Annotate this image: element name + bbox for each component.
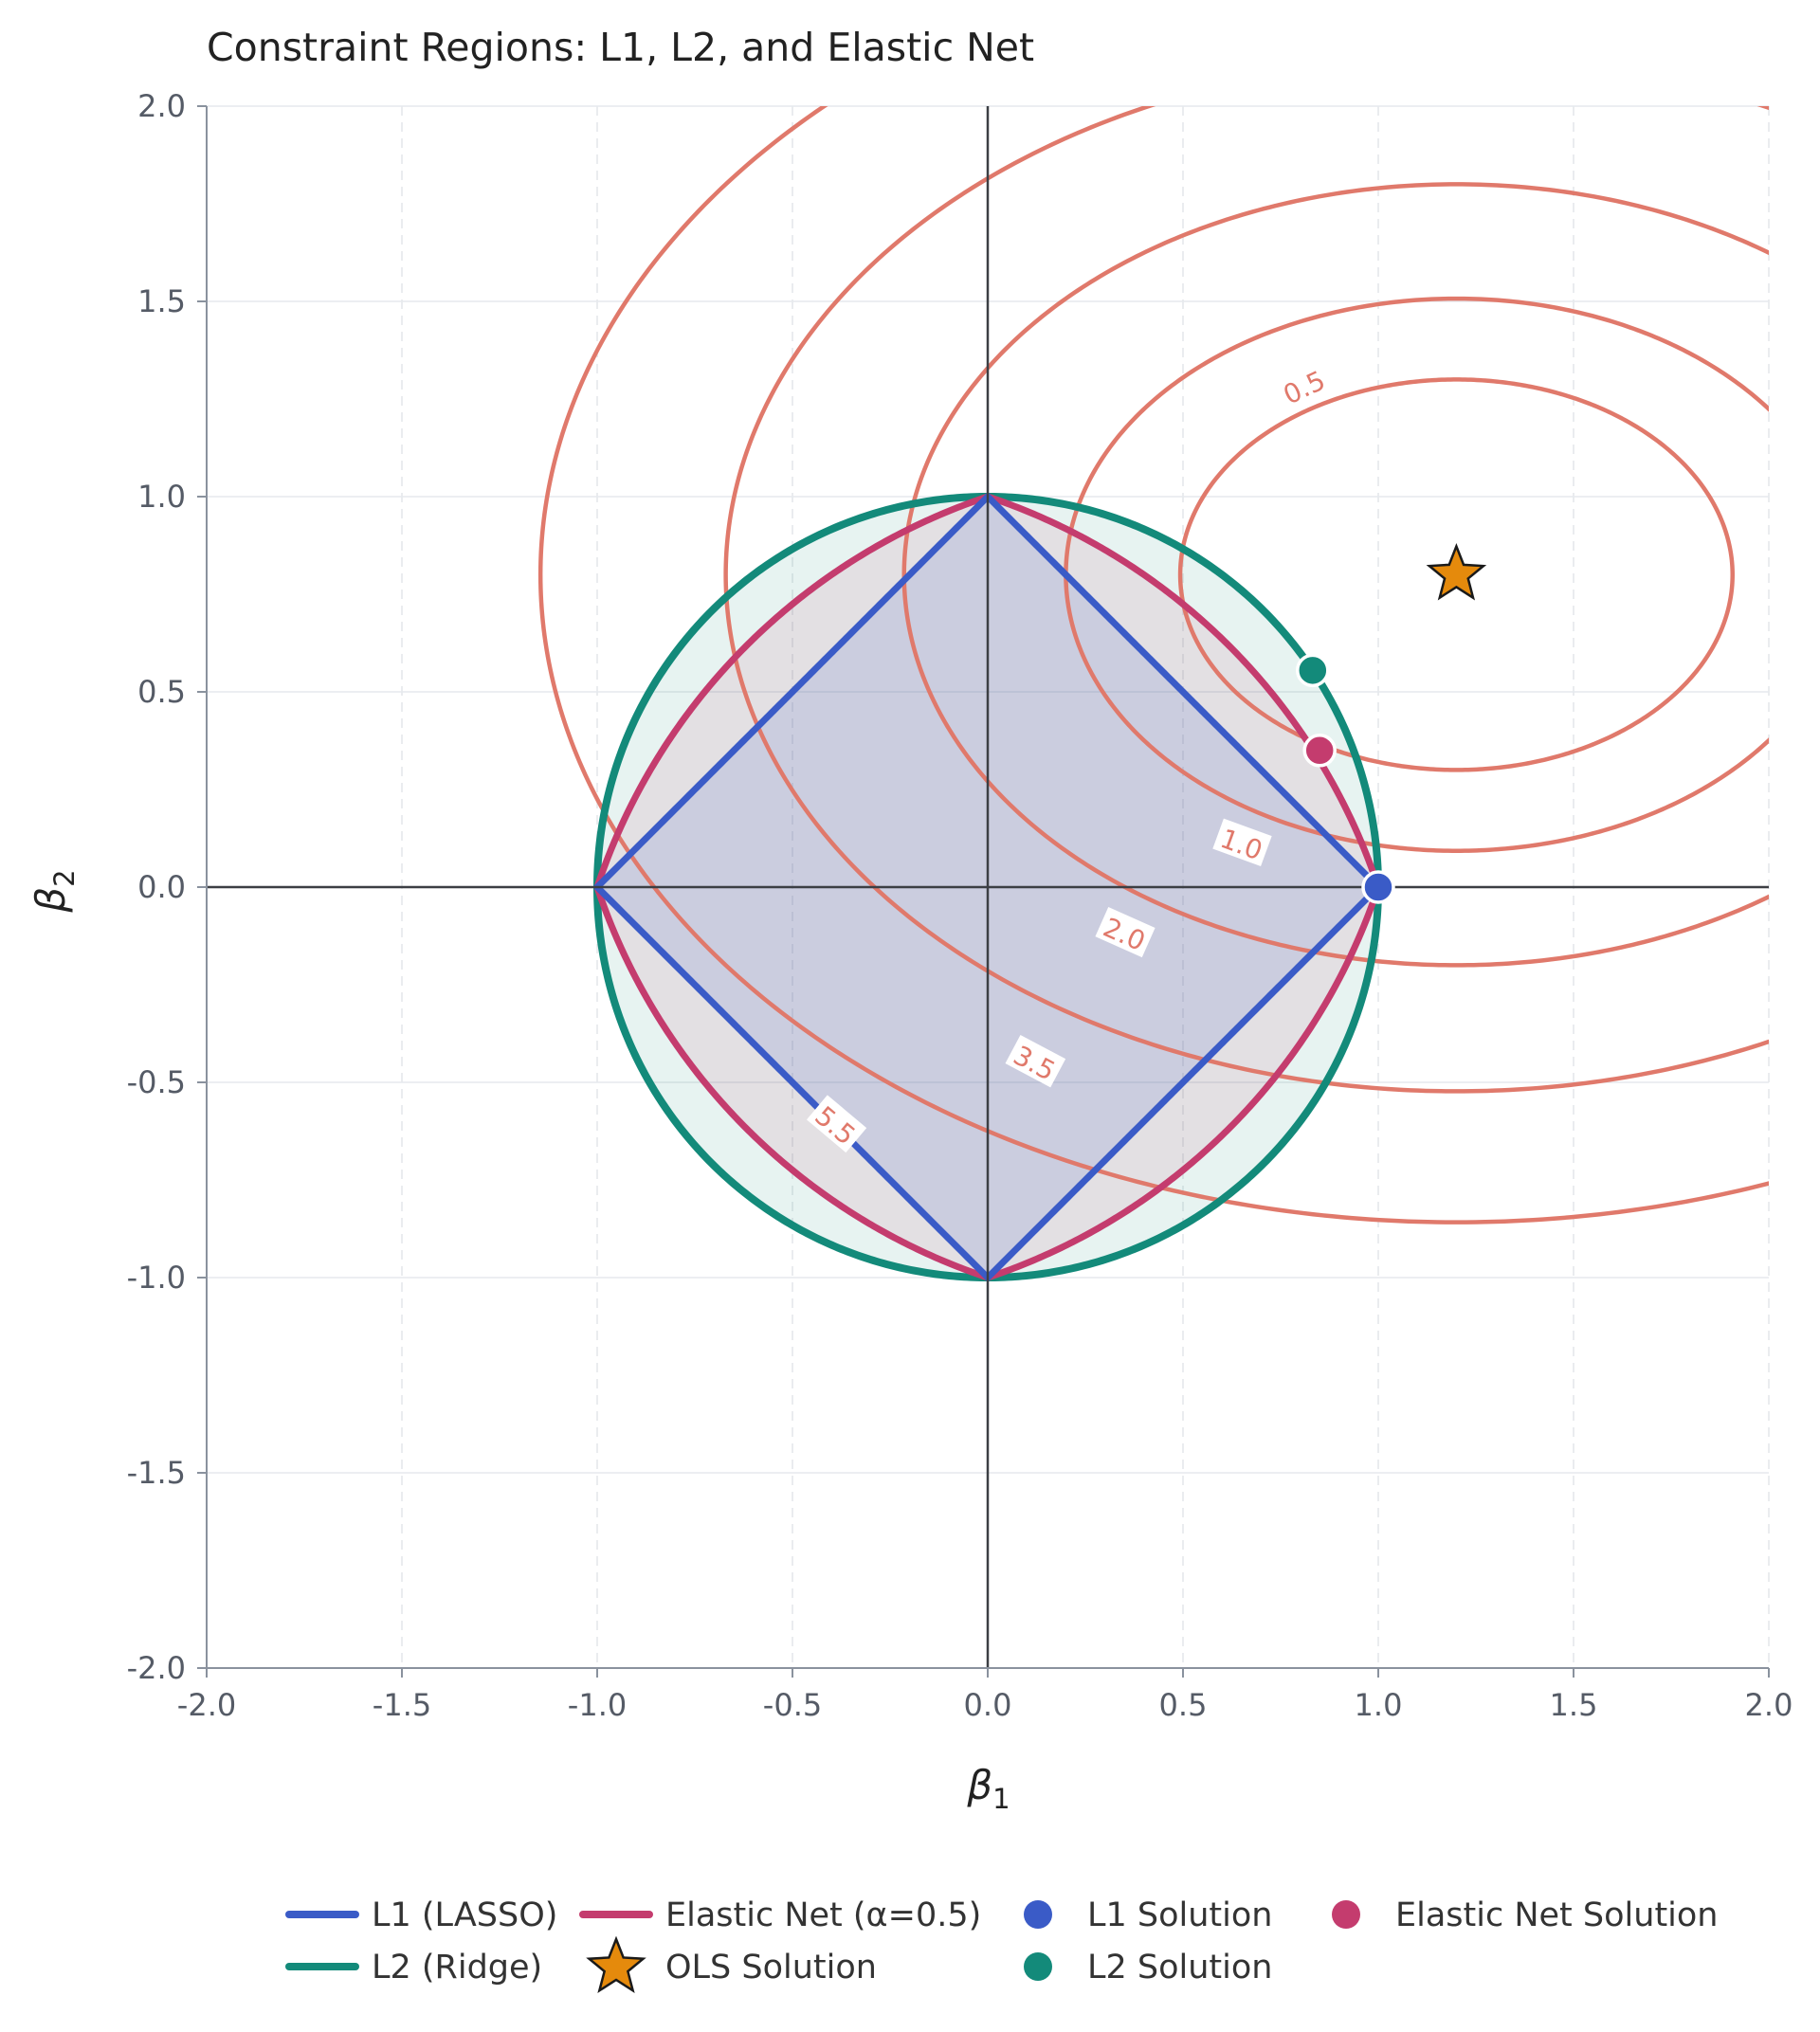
legend-item-ols-solution: OLS Solution (586, 1935, 877, 1994)
y-tick-label: -0.5 (127, 1064, 186, 1100)
legend-item-l1-lasso: L1 (LASSO) (285, 1896, 557, 1934)
contour-level-0-5 (1177, 377, 1735, 772)
legend: L1 (LASSO) L2 (Ridge) Elastic Net (α=0.5) O… (285, 1896, 1718, 1994)
contour-level-5-5 (537, 106, 1769, 1225)
x-tick-label: -2.0 (177, 1687, 236, 1723)
y-tick-label: -1.5 (127, 1455, 186, 1491)
axes: -2.0 -1.5 -1.0 -0.5 0.0 0.5 1.0 1.5 2.0 -2.0 -1.5 -… (127, 88, 1793, 1723)
y-tick-label: -1.0 (127, 1260, 186, 1296)
legend-label: Elastic Net (α=0.5) (665, 1896, 981, 1934)
x-tick-label: 1.0 (1355, 1687, 1403, 1723)
y-tick-label: 1.5 (137, 283, 186, 319)
x-tick-label: 0.5 (1159, 1687, 1208, 1723)
contour-label-bg (806, 1095, 867, 1153)
legend-label: L1 (LASSO) (372, 1896, 557, 1934)
legend-swatch-star (586, 1935, 646, 1994)
contour-level-2 (901, 182, 1769, 968)
legend-item-l2-ridge: L2 (Ridge) (285, 1949, 542, 1987)
legend-swatch-dot (1024, 1952, 1052, 1981)
x-tick-label: -0.5 (763, 1687, 822, 1723)
legend-label: L2 Solution (1087, 1949, 1272, 1987)
legend-label: L1 Solution (1087, 1896, 1272, 1934)
legend-item-l1-solution: L1 Solution (1024, 1896, 1272, 1934)
legend-label: OLS Solution (665, 1949, 877, 1987)
x-tick-label: -1.0 (568, 1687, 627, 1723)
y-tick-label: 1.0 (137, 479, 186, 515)
contour-label-bg (1273, 359, 1334, 411)
y-tick-label: 0.5 (137, 674, 186, 710)
elastic-net-solution-point (1302, 734, 1337, 768)
plot-area: 0.51.02.03.55.5 (537, 106, 1769, 1282)
legend-swatch-dot (1024, 1900, 1052, 1929)
legend-label: Elastic Net Solution (1395, 1896, 1718, 1934)
y-tick-label: -2.0 (127, 1650, 186, 1686)
x-tick-label: -1.5 (373, 1687, 431, 1723)
chart-title: Constraint Regions: L1, L2, and Elastic … (207, 25, 1034, 70)
l2-solution-point (1296, 653, 1330, 688)
legend-item-l2-solution: L2 Solution (1024, 1949, 1272, 1987)
x-tick-label: 1.5 (1550, 1687, 1598, 1723)
contour-label-bg (1095, 907, 1156, 958)
x-tick-label: 0.0 (964, 1687, 1012, 1723)
contour-label-bg (1005, 1034, 1066, 1088)
legend-item-elastic-net-0-5: Elastic Net (α=0.5) (579, 1896, 981, 1934)
y-axis-title: β2 (27, 869, 81, 913)
contour-label-bg (1212, 818, 1272, 867)
ols-solution-star (1426, 542, 1487, 601)
legend-label: L2 (Ridge) (372, 1949, 542, 1987)
legend-item-elastic-net-solution: Elastic Net Solution (1332, 1896, 1718, 1934)
y-tick-label: 0.0 (137, 869, 186, 905)
l1-solution-point (1361, 870, 1395, 904)
x-axis-title: β1 (966, 1762, 1010, 1815)
x-tick-label: 2.0 (1745, 1687, 1793, 1723)
y-tick-label: 2.0 (137, 88, 186, 124)
contour-level-3-5 (723, 106, 1769, 1094)
legend-swatch-dot (1332, 1900, 1360, 1929)
